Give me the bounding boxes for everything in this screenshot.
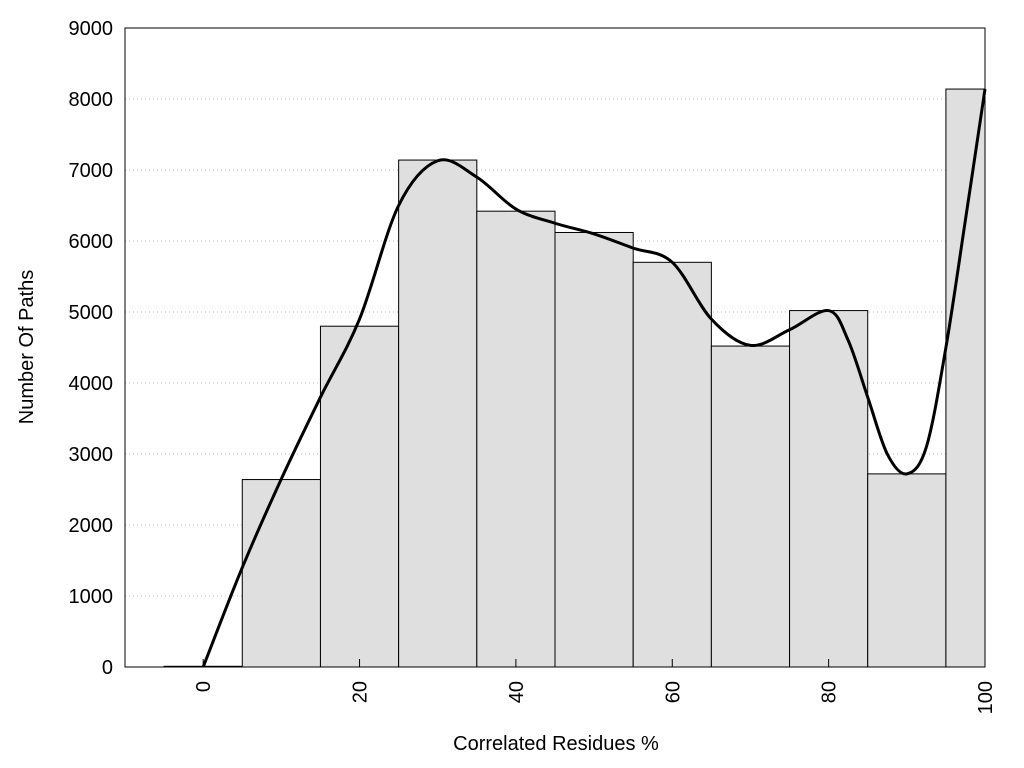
- x-axis-label: Correlated Residues %: [453, 733, 659, 755]
- bar: [476, 210, 556, 668]
- y-tick-label: 5000: [69, 302, 114, 324]
- y-tick-label: 6000: [69, 231, 114, 253]
- y-axis-label: Number Of Paths: [16, 270, 38, 425]
- bar: [319, 325, 400, 668]
- x-tick-label: 20: [350, 681, 372, 703]
- y-tick-label: 2000: [69, 515, 114, 537]
- y-tick-label: 4000: [69, 373, 114, 395]
- x-tick-label: 0: [193, 681, 215, 692]
- bar: [867, 473, 947, 668]
- y-tick-label: 3000: [69, 444, 114, 466]
- curve: [201, 88, 987, 668]
- bar: [241, 479, 321, 668]
- y-tick-label: 8000: [69, 89, 114, 111]
- x-tick-label: 40: [506, 681, 528, 703]
- y-tick-label: 0: [102, 657, 113, 679]
- plot-frame: [124, 27, 986, 668]
- bar: [554, 231, 634, 668]
- x-tick-label: 60: [662, 681, 684, 703]
- y-tick-label: 7000: [69, 160, 114, 182]
- x-tick-label: 80: [819, 681, 841, 703]
- bar: [945, 88, 986, 668]
- bar: [398, 159, 478, 668]
- bar: [710, 345, 791, 668]
- y-tick-label: 9000: [69, 18, 114, 40]
- x-tick-label: 100: [975, 681, 997, 714]
- y-tick-label: 1000: [69, 586, 114, 608]
- bar: [632, 261, 712, 668]
